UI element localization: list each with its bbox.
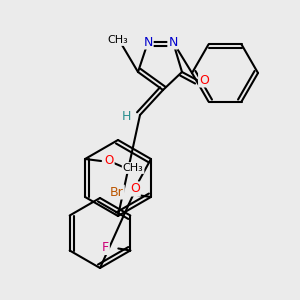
Text: O: O [130,182,140,196]
Text: N: N [168,35,178,49]
Text: H: H [121,110,131,124]
Text: Br: Br [110,185,124,199]
Text: O: O [104,154,114,166]
Text: CH₃: CH₃ [108,35,128,45]
Text: CH₃: CH₃ [123,163,143,173]
Text: O: O [199,74,209,86]
Text: F: F [102,241,109,254]
Text: N: N [143,35,153,49]
